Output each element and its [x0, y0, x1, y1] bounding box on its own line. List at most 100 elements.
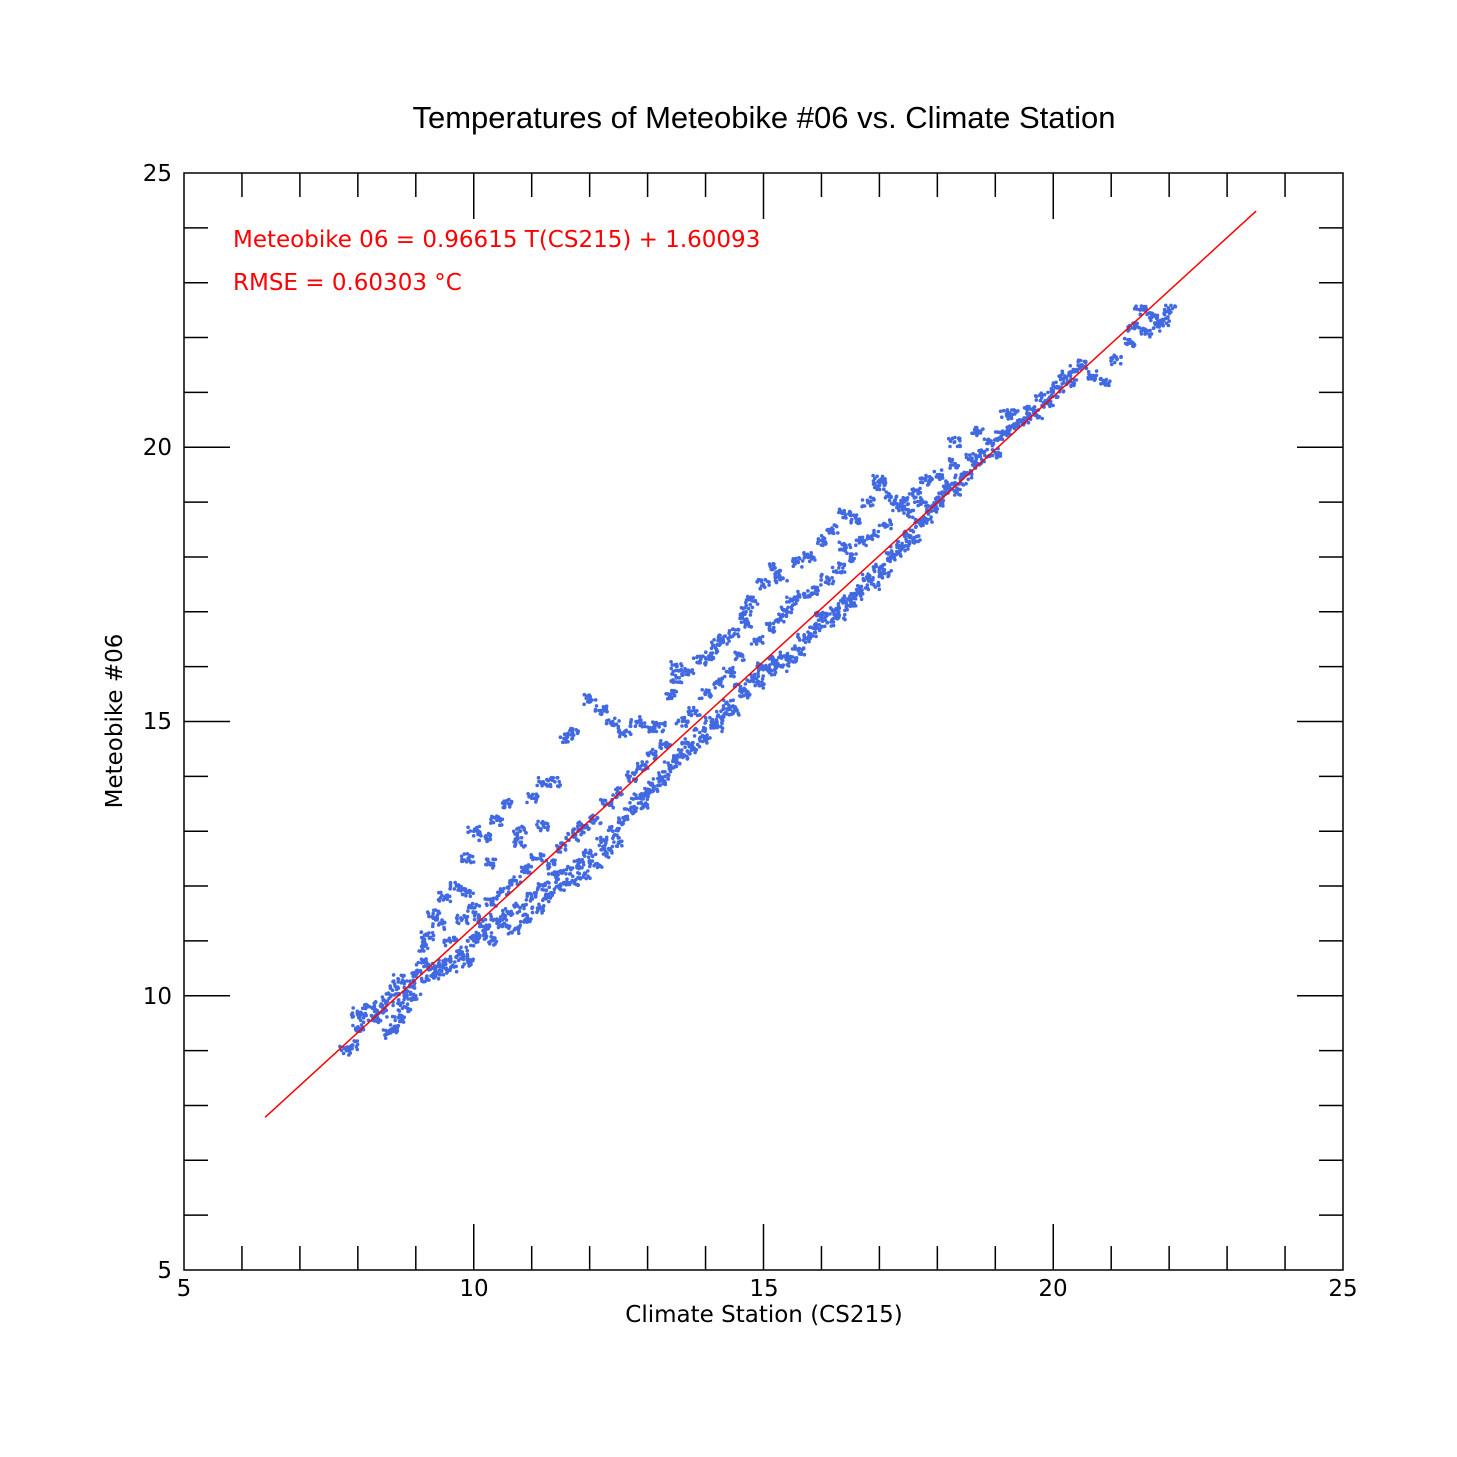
- data-point: [586, 869, 590, 873]
- data-point: [639, 806, 644, 811]
- data-point: [854, 520, 859, 524]
- data-point: [640, 793, 644, 798]
- data-point: [796, 589, 800, 594]
- data-point: [552, 870, 557, 874]
- data-point: [696, 661, 701, 665]
- data-point: [620, 839, 624, 844]
- data-point: [767, 583, 771, 587]
- data-point: [397, 1019, 402, 1024]
- data-point: [443, 943, 448, 948]
- data-point: [491, 938, 496, 942]
- data-point: [1147, 315, 1152, 320]
- data-point: [715, 725, 720, 730]
- data-point: [496, 890, 500, 895]
- data-point: [786, 664, 791, 668]
- data-point: [874, 533, 878, 538]
- data-point: [552, 861, 557, 866]
- data-point: [978, 452, 982, 457]
- data-point: [604, 835, 609, 840]
- data-point: [615, 844, 620, 849]
- data-point: [393, 1015, 397, 1019]
- data-point: [662, 760, 667, 764]
- data-point: [709, 723, 713, 727]
- data-point: [1005, 414, 1009, 418]
- data-point: [453, 960, 457, 964]
- data-point: [941, 498, 946, 503]
- data-point: [393, 1018, 398, 1023]
- data-point: [648, 751, 652, 755]
- data-point: [633, 724, 638, 728]
- data-point: [396, 1001, 400, 1006]
- data-point: [917, 534, 921, 538]
- data-point: [600, 865, 604, 869]
- data-point: [754, 639, 759, 643]
- data-point: [831, 620, 836, 624]
- data-point: [675, 756, 679, 761]
- data-point: [830, 531, 835, 535]
- data-point: [709, 646, 714, 651]
- data-point: [815, 592, 819, 596]
- data-point: [830, 565, 835, 570]
- data-point: [626, 770, 630, 774]
- data-point: [950, 459, 954, 464]
- data-point: [1058, 377, 1063, 382]
- data-point: [813, 630, 818, 635]
- data-point: [889, 557, 893, 561]
- data-point: [582, 702, 586, 707]
- data-point: [503, 914, 508, 918]
- data-point: [511, 829, 516, 834]
- data-point: [1146, 311, 1150, 316]
- data-point: [773, 659, 777, 664]
- data-point: [607, 718, 611, 722]
- data-point: [836, 602, 841, 606]
- data-point: [406, 1009, 410, 1014]
- data-point: [687, 712, 691, 717]
- data-point: [721, 666, 726, 671]
- data-point: [1126, 329, 1130, 333]
- data-point: [720, 677, 725, 681]
- data-point: [791, 564, 796, 568]
- data-point: [974, 458, 978, 463]
- data-point: [771, 621, 776, 626]
- data-point: [522, 906, 526, 911]
- data-point: [889, 526, 893, 531]
- data-point: [934, 505, 938, 509]
- data-point: [555, 874, 559, 878]
- data-point: [475, 939, 480, 943]
- data-point: [519, 865, 524, 870]
- data-point: [925, 518, 929, 523]
- data-point: [713, 686, 717, 690]
- data-point: [445, 897, 450, 901]
- data-point: [899, 554, 903, 558]
- data-point: [471, 943, 476, 948]
- data-point: [723, 674, 727, 679]
- data-point: [816, 539, 820, 544]
- data-point: [883, 496, 888, 500]
- data-point: [574, 882, 579, 887]
- data-point: [382, 1009, 387, 1013]
- data-point: [459, 945, 463, 950]
- data-point: [341, 1051, 346, 1056]
- data-point: [575, 824, 580, 829]
- data-point: [583, 850, 588, 855]
- data-point: [433, 918, 438, 922]
- data-point: [609, 849, 614, 853]
- data-point: [392, 979, 396, 983]
- data-point: [744, 693, 749, 697]
- data-point: [794, 646, 798, 651]
- rmse-label: RMSE = 0.60303 °C: [233, 270, 462, 296]
- data-point: [857, 517, 862, 521]
- data-point: [771, 630, 776, 634]
- data-point: [822, 540, 826, 544]
- data-point: [538, 905, 542, 909]
- data-point: [823, 618, 828, 623]
- data-point: [593, 707, 598, 712]
- data-point: [920, 500, 924, 505]
- data-point: [919, 480, 923, 485]
- data-point: [739, 620, 744, 624]
- regression-line: [264, 210, 1257, 1118]
- data-point: [353, 1027, 358, 1032]
- data-point: [759, 578, 764, 582]
- data-point: [788, 597, 793, 601]
- data-point: [711, 643, 715, 647]
